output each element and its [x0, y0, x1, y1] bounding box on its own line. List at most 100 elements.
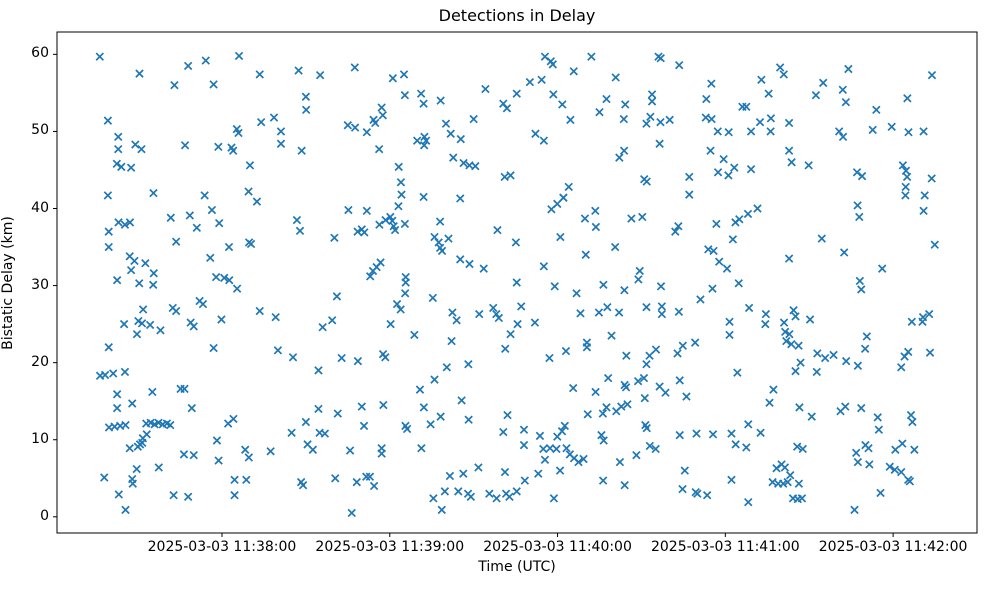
scatter-marker	[853, 201, 862, 210]
scatter-marker	[797, 494, 807, 503]
scatter-marker	[428, 293, 438, 303]
scatter-marker	[224, 242, 234, 252]
scatter-marker	[246, 239, 256, 249]
scatter-marker	[396, 305, 405, 314]
scatter-marker	[209, 80, 218, 89]
scatter-marker	[645, 441, 655, 451]
scatter-marker	[135, 279, 144, 288]
y-tick-label: 0	[40, 507, 49, 524]
scatter-marker	[794, 479, 804, 488]
scatter-marker	[860, 344, 870, 353]
scatter-marker	[794, 341, 803, 350]
scatter-marker	[402, 424, 412, 434]
scatter-marker	[344, 205, 353, 215]
scatter-marker	[189, 450, 198, 460]
scatter-marker	[232, 284, 242, 293]
scatter-marker	[707, 79, 716, 88]
scatter-marker	[448, 308, 457, 317]
scatter-marker	[511, 238, 521, 247]
scatter-marker	[117, 162, 126, 172]
scatter-marker	[192, 223, 202, 232]
y-tick-label: 50	[31, 122, 49, 139]
scatter-marker	[500, 467, 510, 477]
scatter-marker	[252, 197, 262, 206]
scatter-marker	[125, 444, 134, 453]
scatter-marker	[562, 444, 571, 453]
scatter-marker	[780, 463, 790, 472]
scatter-marker	[456, 255, 465, 264]
scatter-marker	[531, 129, 540, 138]
scatter-marker	[735, 215, 744, 224]
scatter-marker	[381, 215, 390, 225]
scatter-marker	[594, 308, 604, 317]
scatter-marker	[746, 164, 756, 174]
scatter-marker	[713, 168, 723, 177]
scatter-marker	[769, 385, 778, 394]
scatter-marker	[876, 488, 885, 498]
scatter-marker	[656, 117, 665, 127]
scatter-marker	[591, 222, 601, 232]
scatter-marker	[103, 191, 113, 200]
scatter-marker	[120, 367, 130, 377]
scatter-marker	[419, 141, 429, 150]
scatter-marker	[234, 128, 243, 138]
scatter-marker	[394, 201, 403, 211]
scatter-marker	[353, 227, 362, 236]
scatter-marker	[757, 75, 766, 84]
scatter-marker	[539, 444, 548, 454]
scatter-marker	[645, 351, 654, 360]
scatter-marker	[673, 349, 682, 358]
scatter-marker	[381, 353, 390, 362]
scatter-marker	[179, 450, 189, 459]
scatter-marker	[525, 77, 535, 87]
scatter-marker	[100, 473, 109, 482]
scatter-marker	[702, 94, 711, 104]
scatter-marker	[598, 476, 608, 485]
scatter-marker	[132, 464, 141, 474]
scatter-marker	[539, 136, 549, 145]
scatter-marker	[597, 430, 606, 440]
scatter-marker	[719, 154, 728, 164]
scatter-marker	[857, 171, 867, 181]
scatter-marker	[834, 127, 844, 136]
scatter-marker	[375, 220, 384, 229]
scatter-marker	[878, 264, 887, 273]
scatter-marker	[399, 70, 409, 79]
scatter-marker	[156, 326, 165, 335]
scatter-marker	[627, 214, 636, 223]
scatter-marker	[791, 366, 800, 376]
scatter-marker	[180, 141, 190, 150]
scatter-marker	[702, 491, 712, 500]
scatter-marker	[696, 295, 705, 304]
scatter-marker	[602, 94, 611, 104]
scatter-marker	[890, 465, 899, 474]
scatter-marker	[214, 218, 224, 228]
scatter-marker	[126, 163, 136, 172]
scatter-marker	[212, 436, 222, 445]
scatter-marker	[559, 193, 568, 202]
scatter-marker	[471, 161, 480, 171]
scatter-marker	[903, 94, 912, 103]
scatter-marker	[674, 60, 684, 70]
scatter-marker	[796, 358, 805, 367]
scatter-marker	[318, 323, 327, 332]
x-tick-label: 2025-03-03 11:42:00	[818, 539, 968, 555]
scatter-marker	[121, 505, 130, 515]
scatter-marker	[804, 161, 813, 170]
scatter-marker	[587, 52, 596, 61]
scatter-marker	[112, 159, 122, 169]
scatter-marker	[901, 191, 910, 200]
scatter-marker	[166, 213, 176, 222]
scatter-marker	[730, 163, 739, 172]
scatter-marker	[125, 218, 135, 227]
scatter-marker	[728, 235, 738, 244]
scatter-marker	[537, 75, 546, 84]
scatter-marker	[95, 52, 104, 61]
scatter-marker	[779, 318, 789, 327]
scatter-marker	[435, 217, 445, 226]
scatter-marker	[217, 315, 226, 324]
scatter-marker	[266, 447, 275, 456]
scatter-marker	[201, 56, 210, 65]
scatter-marker	[678, 484, 687, 494]
scatter-marker	[779, 479, 788, 488]
